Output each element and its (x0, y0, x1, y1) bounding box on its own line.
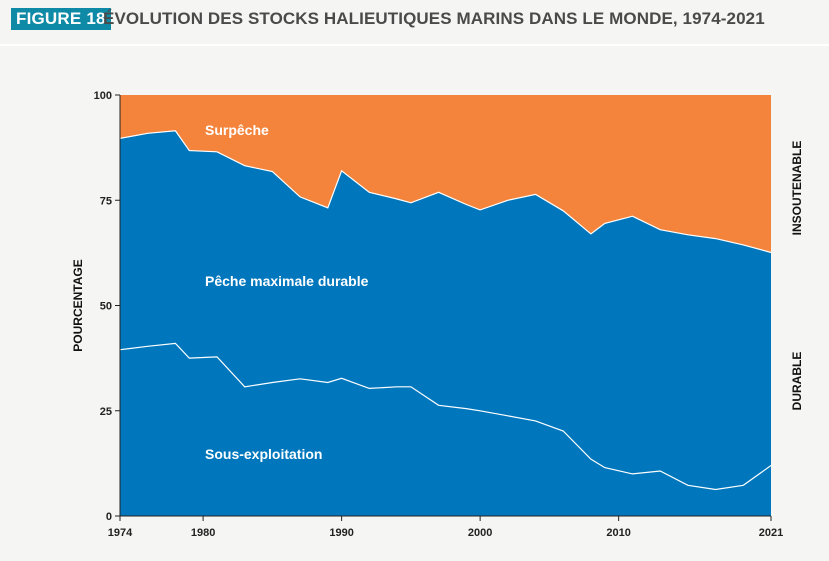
figure-header: FIGURE 18 ÉVOLUTION DES STOCKS HALIEUTIQ… (0, 0, 829, 45)
y-tick-label: 50 (100, 301, 112, 313)
x-tick-label: 1980 (191, 527, 215, 539)
side-label-insoutenable: INSOUTENABLE (790, 141, 804, 236)
y-tick-label: 25 (100, 406, 112, 418)
x-tick-label: 1974 (108, 527, 133, 539)
x-tick-label: 1990 (329, 527, 353, 539)
label-peche-maximale-durable: Pêche maximale durable (205, 273, 369, 289)
label-surpeche: Surpêche (205, 122, 269, 138)
side-label-durable: DURABLE (790, 352, 804, 411)
y-axis-title: POURCENTAGE (71, 259, 85, 351)
figure-badge: FIGURE 18 (11, 8, 111, 30)
label-sous-exploitation: Sous-exploitation (205, 446, 322, 462)
area-surpeche (120, 95, 771, 253)
area-sous-exploitation (120, 343, 771, 516)
line-surpeche-boundary (119, 130, 772, 254)
line-sous-exploitation-boundary (119, 342, 772, 491)
area-peche-maximale-durable (120, 130, 771, 490)
figure-title: ÉVOLUTION DES STOCKS HALIEUTIQUES MARINS… (103, 9, 765, 28)
x-tick-label: 2000 (468, 527, 492, 539)
header-divider (0, 44, 829, 46)
y-tick-label: 100 (94, 90, 112, 102)
y-tick-label: 75 (100, 195, 112, 207)
x-tick-label: 2010 (606, 527, 630, 539)
x-tick-label: 2021 (759, 527, 783, 539)
y-tick-label: 0 (106, 511, 112, 523)
